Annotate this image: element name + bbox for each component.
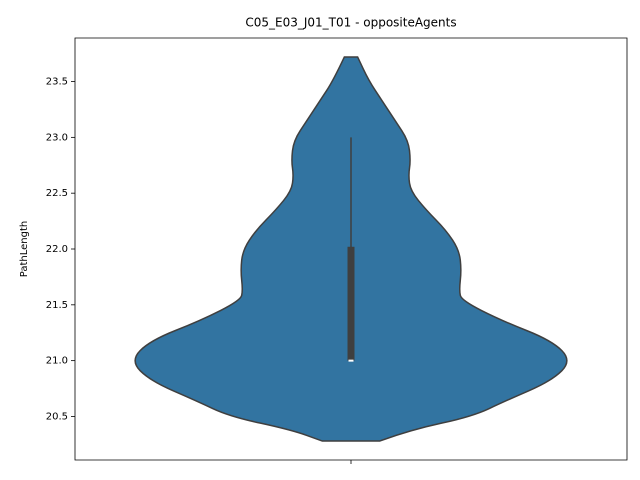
y-axis-label: PathLength [19,221,30,277]
y-tick-label: 20.5 [46,411,68,422]
y-tick-label: 21.0 [46,356,68,367]
axes-frame [74,37,628,461]
median [348,359,354,362]
y-tick-label: 23.5 [46,77,68,88]
y-tick-label: 22.5 [46,188,68,199]
y-tick-label: 23.0 [46,132,68,143]
y-tick-label: 22.0 [46,244,68,255]
box [347,246,355,361]
chart-title: C05_E03_J01_T01 - oppositeAgents [245,16,456,30]
y-tick-label: 21.5 [46,300,68,311]
